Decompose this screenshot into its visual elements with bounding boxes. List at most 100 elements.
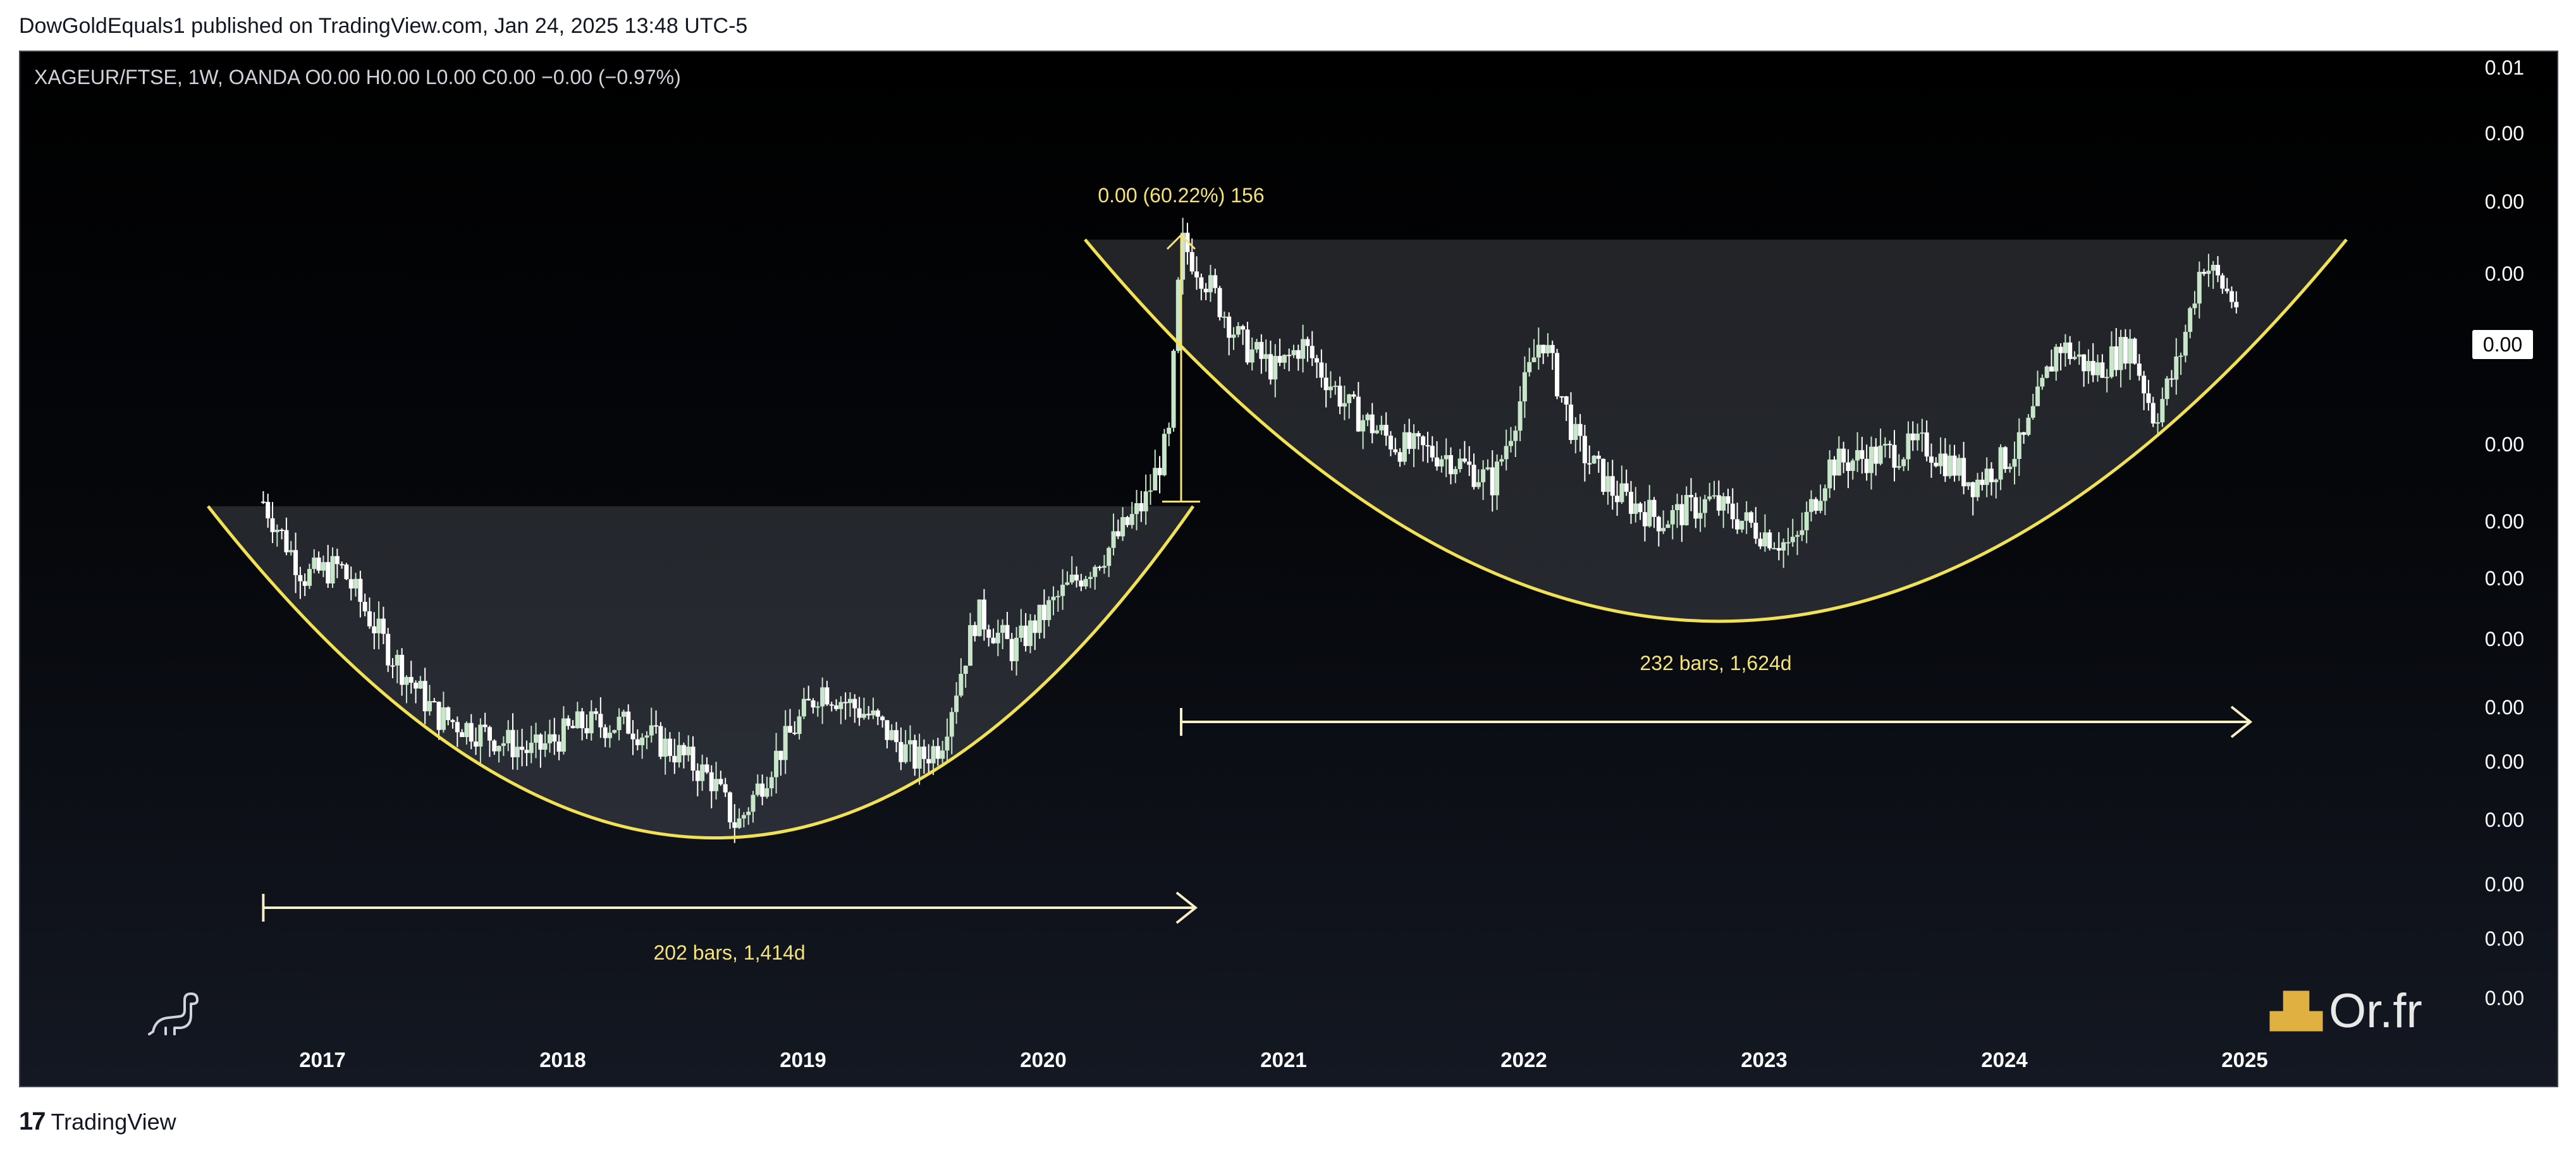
- candle-body: [1688, 494, 1693, 497]
- candle-body: [894, 730, 899, 742]
- candle-body: [995, 632, 1000, 644]
- candle-body: [538, 734, 543, 750]
- candle-body: [1365, 414, 1370, 420]
- candle-body: [838, 702, 843, 709]
- candle-body: [1129, 514, 1134, 525]
- candle-body: [422, 681, 427, 712]
- candle-body: [1199, 277, 1204, 289]
- chart-canvas[interactable]: 202 bars, 1,414d 232 bars, 1,624d 0.00 (60…: [20, 52, 2557, 1086]
- candle-body: [1421, 436, 1426, 446]
- candle-body: [1213, 275, 1218, 288]
- candle-body: [1301, 339, 1306, 359]
- candle-body: [1383, 425, 1389, 436]
- candle-body: [561, 718, 566, 752]
- price-axis-label: 0.01: [2485, 56, 2524, 79]
- candle-body: [1592, 455, 1597, 464]
- candle-body: [681, 745, 686, 755]
- candle-body: [2026, 417, 2031, 435]
- candle-body: [1254, 341, 1260, 350]
- candle-body: [1601, 458, 1606, 492]
- candle-body: [1407, 432, 1412, 449]
- candle-body: [1194, 271, 1199, 278]
- candle-body: [1522, 372, 1527, 401]
- candle-body: [658, 726, 663, 757]
- candle-body: [825, 687, 830, 705]
- candle-body: [2054, 346, 2059, 372]
- time-axis-label: 2023: [1741, 1048, 1787, 1071]
- candle-body: [1582, 436, 1587, 463]
- candle-body: [1236, 326, 1241, 335]
- candle-body: [1023, 625, 1028, 646]
- candle-body: [2104, 377, 2109, 379]
- candle-body: [436, 702, 441, 730]
- candle-body: [1241, 326, 1246, 330]
- dinosaur-icon: [148, 992, 199, 1035]
- candle-body: [1453, 469, 1458, 475]
- candle-body: [2044, 366, 2049, 378]
- candle-body: [1615, 496, 1620, 503]
- candle-body: [1679, 504, 1684, 525]
- candle-body: [492, 740, 497, 752]
- candle-body: [1947, 455, 1953, 477]
- candle-body: [2086, 361, 2091, 372]
- candle-body: [2220, 275, 2225, 289]
- candle-body: [1337, 386, 1342, 407]
- candle-body: [1942, 453, 1947, 477]
- candle-body: [348, 579, 353, 589]
- candle-body: [1333, 386, 1338, 387]
- candle-body: [672, 755, 677, 763]
- watermark-text: Or.fr: [2329, 984, 2422, 1038]
- tradingview-logo-icon: 17: [19, 1107, 46, 1135]
- time-axis-label: 2025: [2221, 1048, 2267, 1071]
- candle-body: [1046, 600, 1052, 620]
- price-axis-label: 0.00: [2485, 190, 2524, 213]
- candle-body: [482, 724, 488, 728]
- candle-body: [829, 704, 834, 706]
- candle-body: [654, 725, 659, 727]
- candle-body: [1041, 604, 1046, 620]
- candle-body: [1739, 520, 1745, 530]
- candle-body: [967, 625, 972, 666]
- candle-body: [1263, 354, 1268, 359]
- candle-body: [963, 666, 968, 674]
- candle-body: [1860, 450, 1865, 459]
- candle-body: [723, 784, 728, 793]
- candle-body: [321, 562, 326, 571]
- candle-body: [2146, 393, 2151, 403]
- candle-body: [1231, 334, 1236, 338]
- time-axis-label: 2022: [1500, 1048, 1547, 1071]
- candle-body: [570, 726, 575, 728]
- candle-body: [510, 729, 515, 757]
- candle-body: [1730, 503, 1735, 520]
- candle-body: [1693, 497, 1698, 519]
- candle-body: [797, 716, 802, 735]
- candle-body: [1961, 458, 1966, 487]
- candle-body: [667, 738, 672, 756]
- candle-body: [857, 708, 862, 718]
- candle-body: [1800, 530, 1805, 535]
- price-axis-label: 0.00: [2485, 510, 2524, 533]
- candle-body: [1245, 329, 1250, 363]
- candle-body: [1093, 566, 1098, 577]
- tradingview-footer[interactable]: 17 TradingView: [19, 1107, 176, 1136]
- candle-body: [1393, 449, 1398, 453]
- candle-body: [737, 818, 742, 828]
- candle-body: [362, 602, 367, 612]
- candle-body: [478, 724, 483, 747]
- candle-body: [1055, 595, 1060, 597]
- candle-body: [1726, 496, 1731, 504]
- candle-body: [1388, 436, 1393, 449]
- candle-body: [1513, 430, 1518, 441]
- candle-body: [1758, 539, 1763, 547]
- candle-body: [769, 777, 774, 788]
- candle-body: [487, 727, 492, 741]
- candle-body: [496, 746, 501, 752]
- candle-body: [1189, 252, 1194, 272]
- candle-body: [912, 740, 917, 769]
- candle-body: [1573, 424, 1578, 441]
- candle-body: [566, 718, 571, 726]
- candle-body: [288, 550, 293, 552]
- candle-body: [861, 714, 866, 718]
- candle-body: [1633, 503, 1638, 514]
- chart-pane[interactable]: 202 bars, 1,414d 232 bars, 1,624d 0.00 (60…: [19, 51, 2558, 1087]
